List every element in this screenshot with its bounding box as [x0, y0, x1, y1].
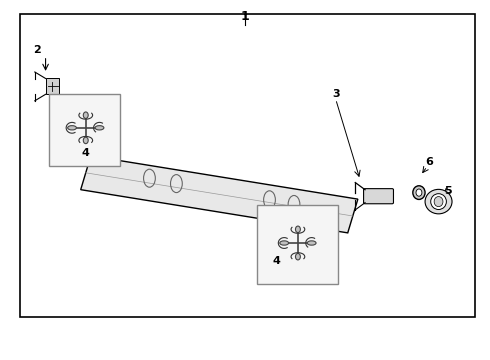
- FancyBboxPatch shape: [364, 189, 393, 204]
- Ellipse shape: [425, 189, 452, 214]
- Ellipse shape: [434, 197, 443, 207]
- Ellipse shape: [295, 226, 300, 233]
- Polygon shape: [46, 78, 59, 94]
- Text: 6: 6: [425, 157, 433, 167]
- Text: 4: 4: [82, 148, 90, 158]
- Ellipse shape: [416, 189, 422, 196]
- Ellipse shape: [280, 241, 289, 245]
- Ellipse shape: [83, 137, 88, 144]
- Ellipse shape: [95, 126, 104, 130]
- Ellipse shape: [431, 194, 446, 210]
- Ellipse shape: [295, 253, 300, 260]
- Ellipse shape: [307, 241, 316, 245]
- Text: 5: 5: [444, 186, 452, 196]
- Text: 4: 4: [273, 256, 281, 266]
- Polygon shape: [81, 156, 358, 233]
- Text: 1: 1: [241, 10, 249, 23]
- Bar: [20, 14, 475, 317]
- Ellipse shape: [413, 186, 425, 199]
- Ellipse shape: [68, 126, 76, 130]
- Ellipse shape: [83, 112, 88, 118]
- Bar: [257, 205, 338, 284]
- Text: 3: 3: [332, 89, 340, 99]
- Bar: [49, 94, 120, 166]
- Text: 2: 2: [33, 45, 41, 55]
